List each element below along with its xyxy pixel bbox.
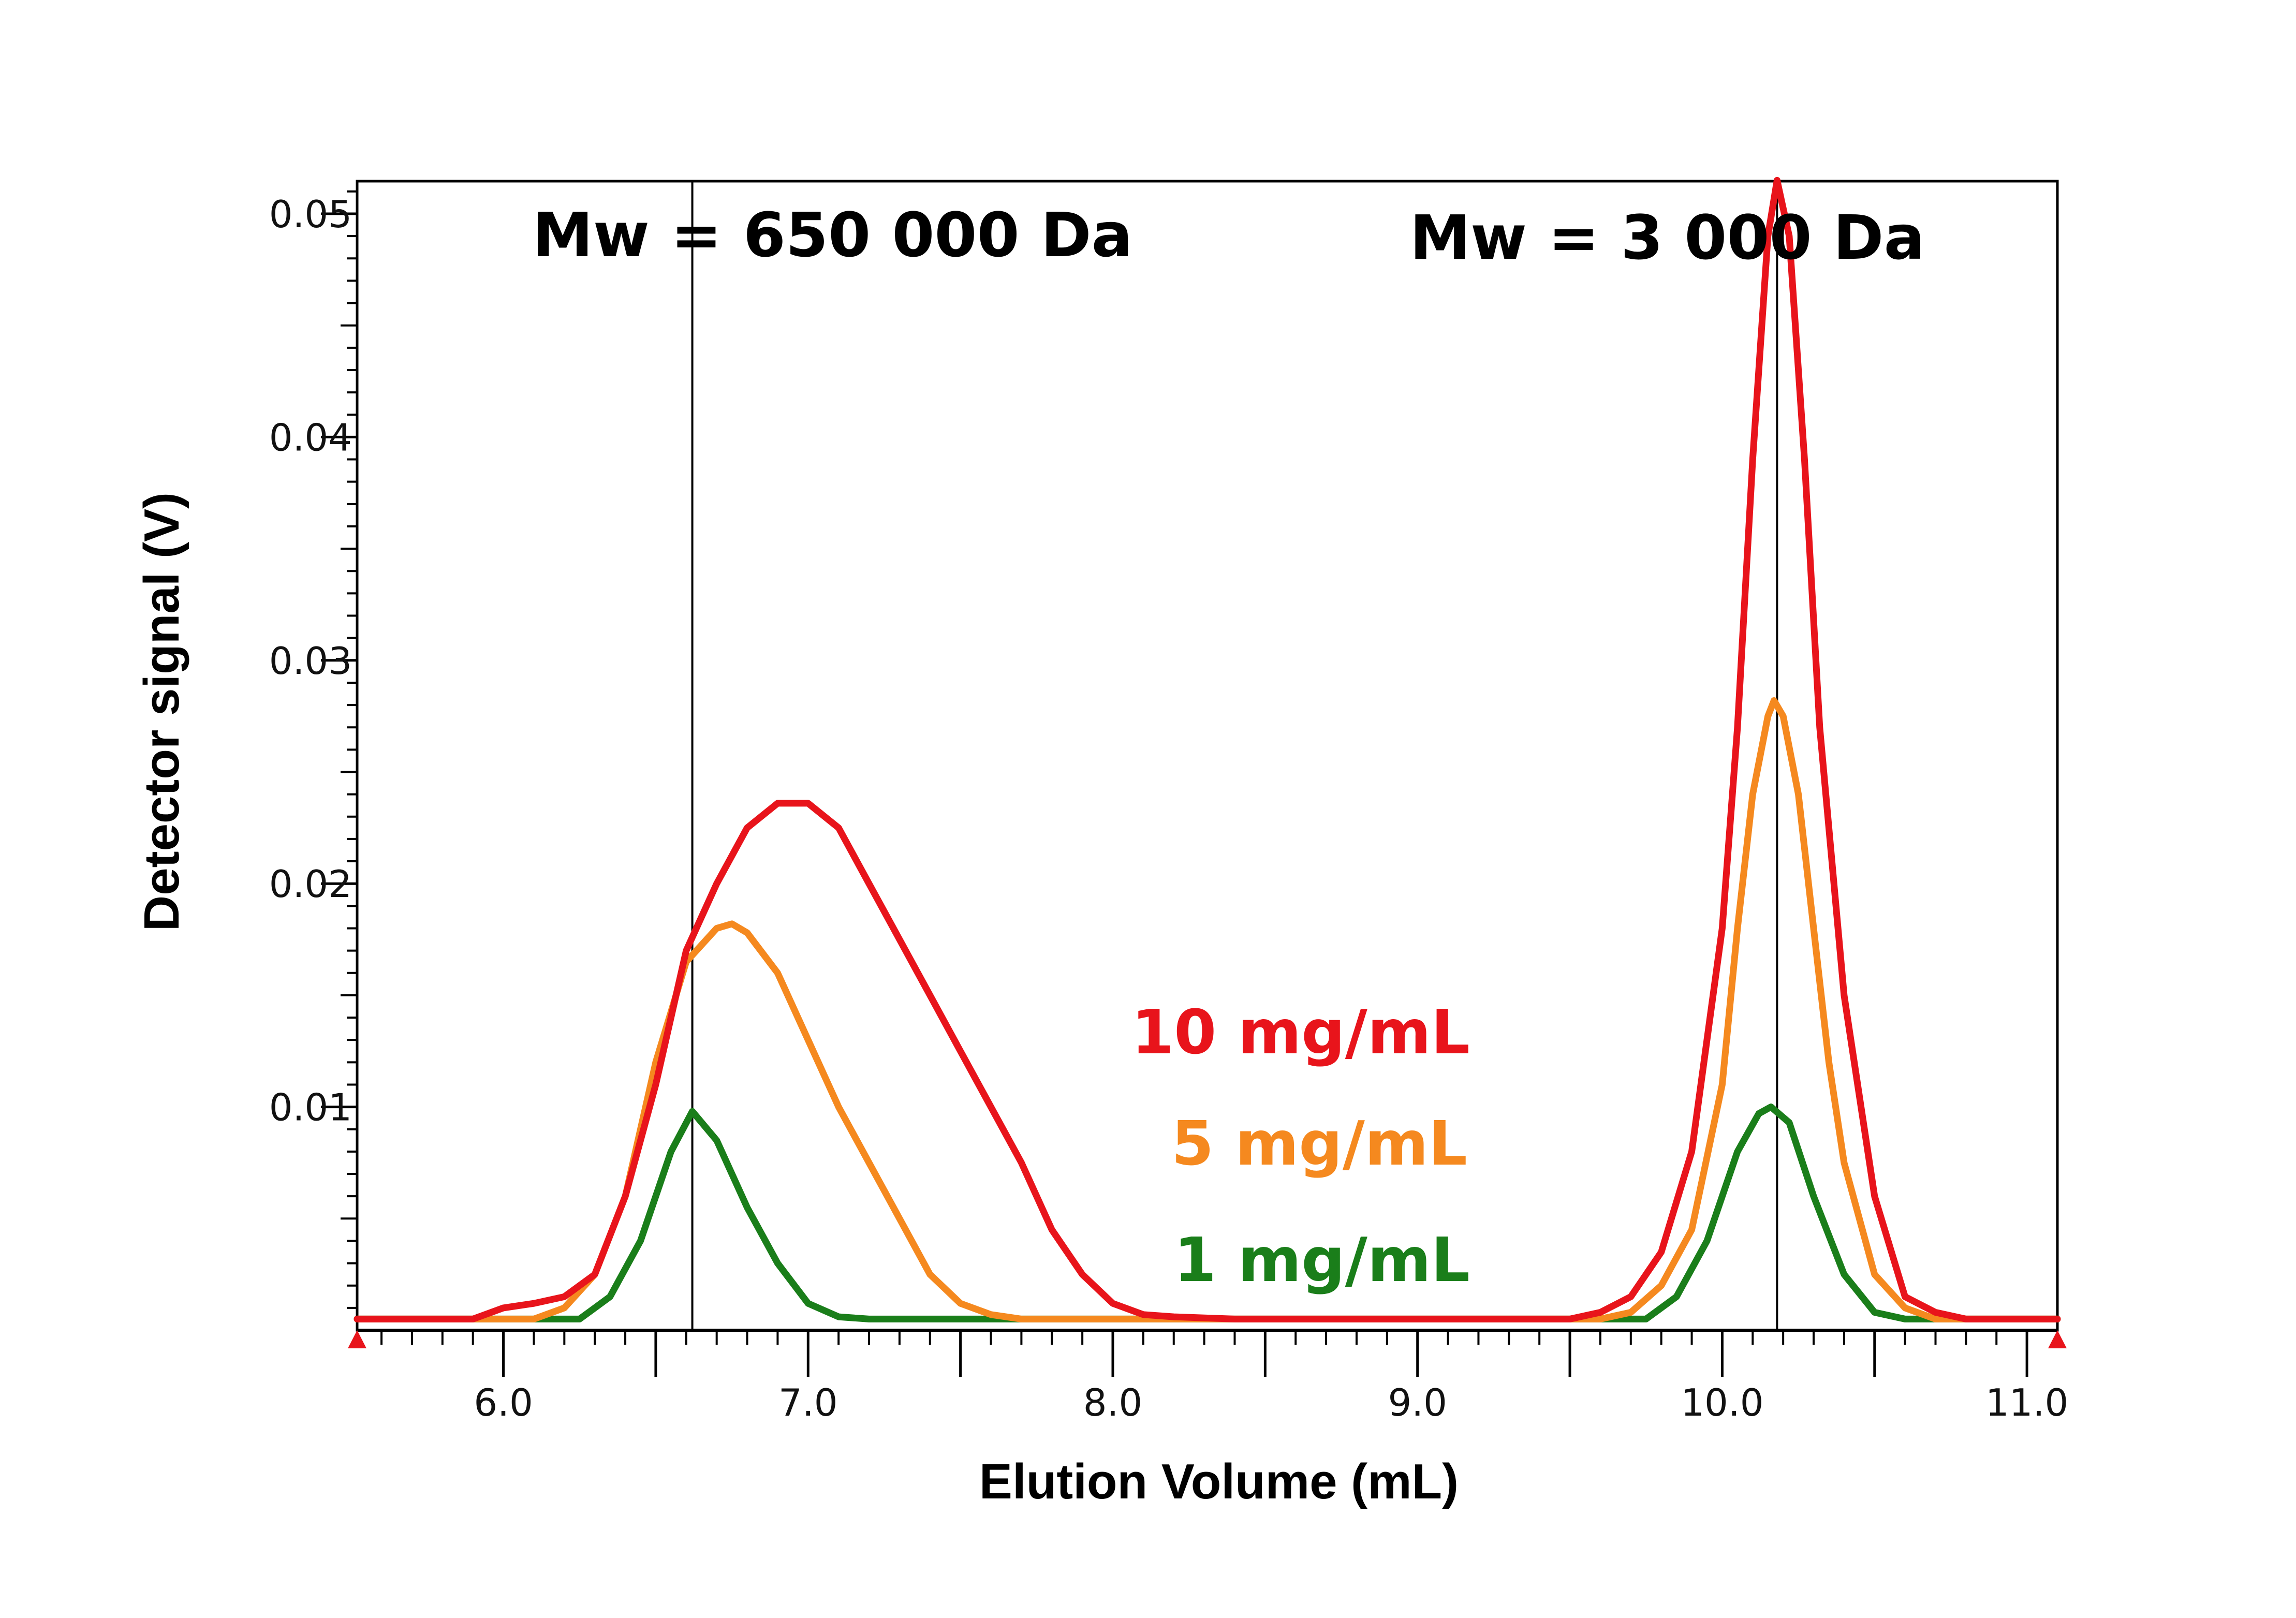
x-tick-label: 8.0 [1083, 1381, 1143, 1424]
axis-end-marker [2048, 1330, 2067, 1348]
legend-1-mg-ml: 1 mg/mL [1174, 1224, 1470, 1296]
x-axis-title: Elution Volume (mL) [979, 1454, 1459, 1509]
x-tick-label: 9.0 [1388, 1381, 1447, 1424]
legend-10-mg-ml: 10 mg/mL [1131, 996, 1470, 1068]
legend-5-mg-ml: 5 mg/mL [1171, 1108, 1467, 1179]
x-tick-label: 10.0 [1681, 1381, 1763, 1424]
annotation-mw-650000: Mw = 650 000 Da [532, 199, 1132, 271]
axis-start-marker [348, 1330, 366, 1348]
y-axis-title: Detector signal (V) [134, 492, 189, 931]
series-line-10-mg-ml [354, 176, 2061, 1322]
x-axis-ticks: 6.0 7.0 8.0 9.0 10.0 11.0 [380, 1330, 2068, 1424]
y-tick-label: 0.03 [269, 639, 352, 683]
series-layer [354, 176, 2061, 1322]
x-tick-label: 7.0 [778, 1381, 838, 1424]
y-tick-label: 0.05 [269, 193, 352, 236]
reference-lines [691, 181, 1778, 1330]
y-tick-label: 0.04 [269, 416, 352, 459]
y-tick-label: 0.02 [269, 862, 352, 906]
y-axis-ticks: 0.01 0.02 0.03 0.04 0.05 [269, 190, 357, 1309]
x-tick-label: 6.0 [474, 1381, 533, 1424]
x-tick-label: 11.0 [1985, 1381, 2068, 1424]
annotation-mw-3000: Mw = 3 000 Da [1410, 202, 1925, 273]
y-tick-label: 0.01 [269, 1086, 352, 1129]
